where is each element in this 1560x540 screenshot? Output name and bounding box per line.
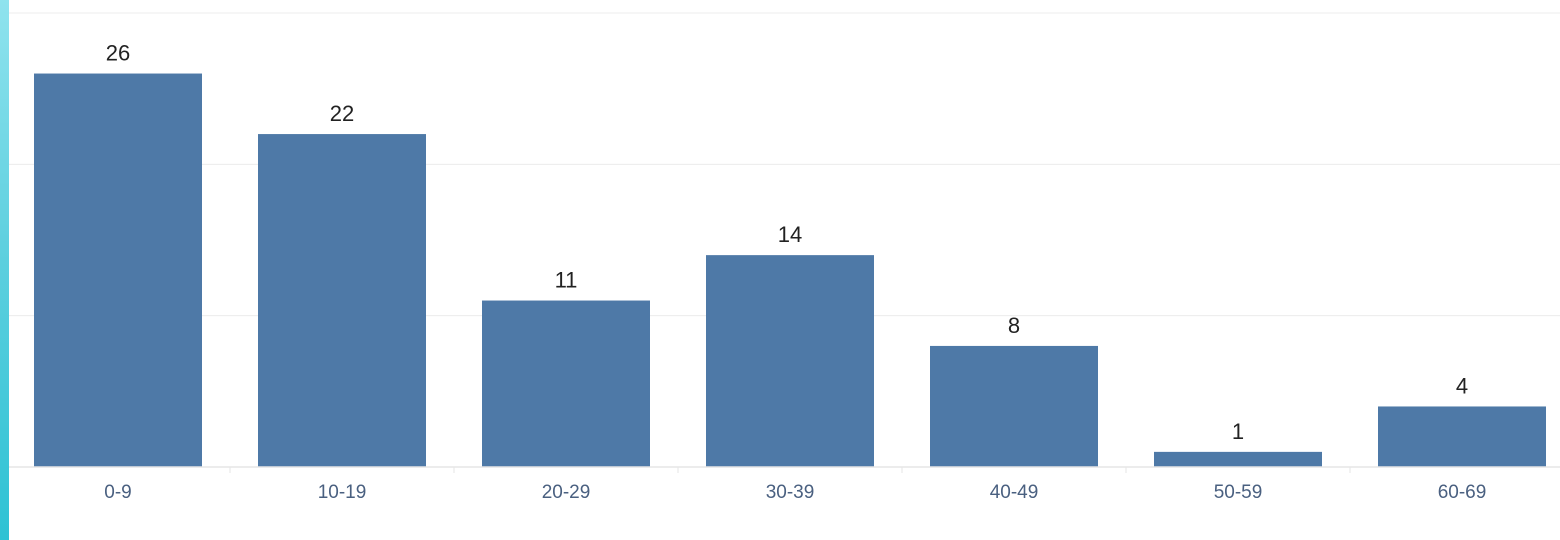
data-label-60-69: 4 bbox=[1456, 373, 1468, 398]
bar-60-69 bbox=[1378, 406, 1546, 467]
bar-40-49 bbox=[930, 345, 1098, 467]
x-tick-label-50-59: 50-59 bbox=[1214, 482, 1263, 503]
x-tick-label-10-19: 10-19 bbox=[318, 482, 367, 503]
bar-10-19 bbox=[258, 134, 426, 468]
data-label-20-29: 11 bbox=[555, 268, 578, 293]
x-tick-label-30-39: 30-39 bbox=[766, 482, 815, 503]
bars bbox=[34, 73, 1546, 468]
x-tick-label-20-29: 20-29 bbox=[542, 482, 591, 503]
bar-50-59 bbox=[1154, 451, 1322, 467]
x-tick-label-40-49: 40-49 bbox=[990, 482, 1039, 503]
left-accent-bar bbox=[0, 0, 9, 540]
bar-30-39 bbox=[706, 255, 874, 467]
bar-0-9 bbox=[34, 73, 202, 468]
data-label-30-39: 14 bbox=[778, 222, 802, 247]
data-label-50-59: 1 bbox=[1232, 419, 1244, 444]
x-tick-label-0-9: 0-9 bbox=[104, 482, 131, 503]
data-label-10-19: 22 bbox=[330, 101, 354, 126]
data-label-0-9: 26 bbox=[106, 41, 130, 66]
x-tick-label-60-69: 60-69 bbox=[1438, 482, 1487, 503]
bar-20-29 bbox=[482, 300, 650, 467]
x-axis: 0-9 10-19 20-29 30-39 40-49 50-59 60-69 bbox=[9, 466, 1560, 503]
data-label-40-49: 8 bbox=[1008, 313, 1020, 338]
